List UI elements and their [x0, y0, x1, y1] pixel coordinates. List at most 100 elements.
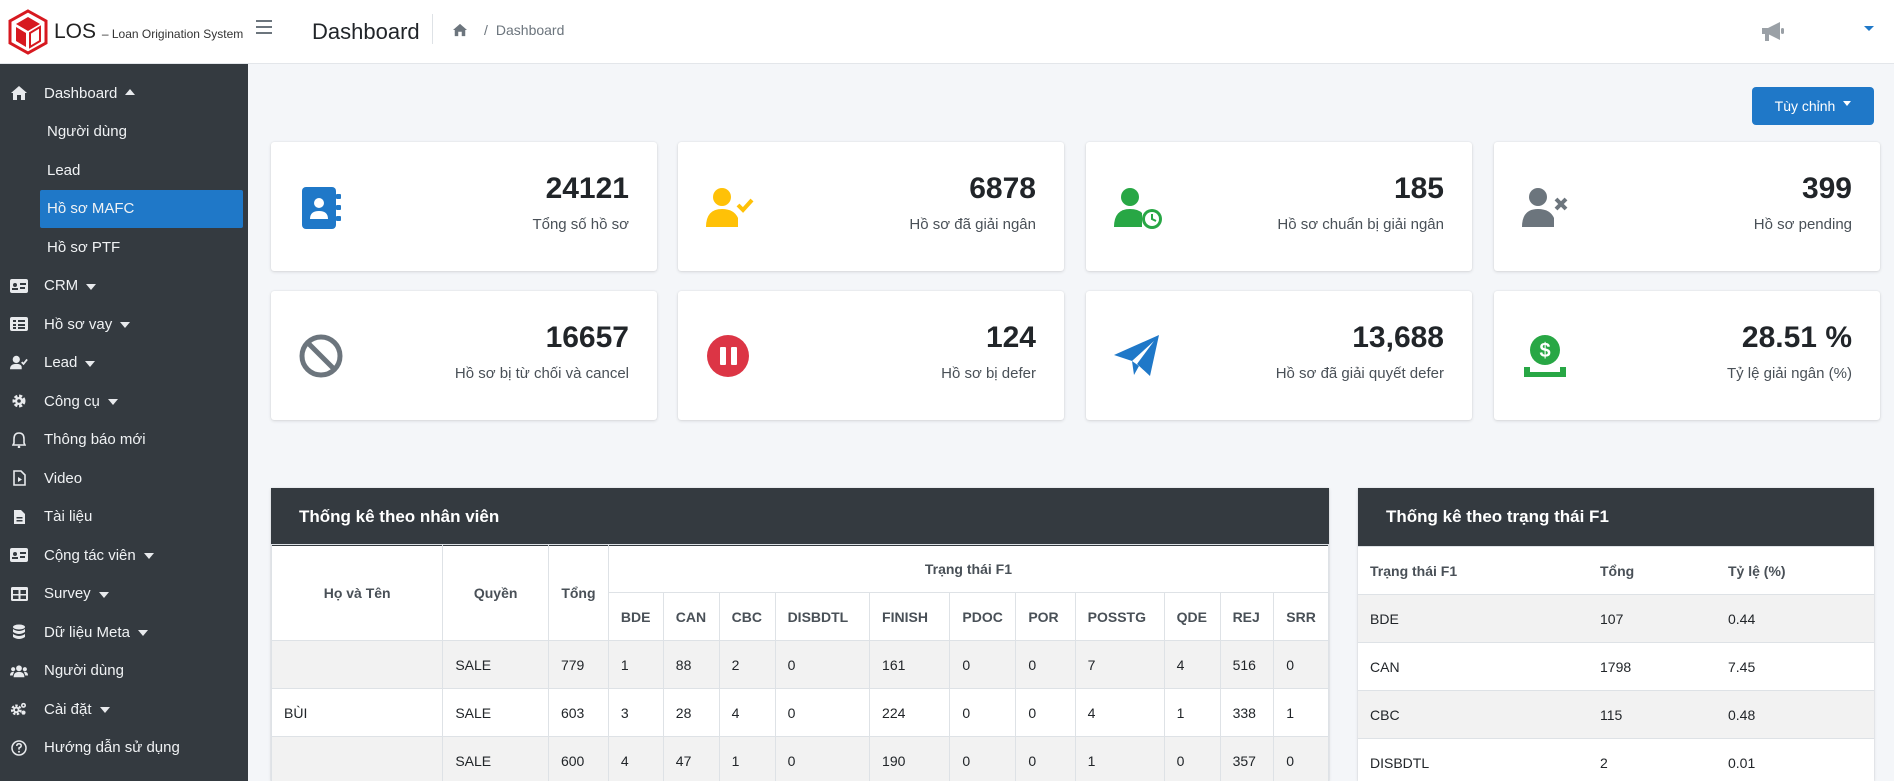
stat-value: 13,688: [1352, 321, 1444, 354]
chevron-down-icon: [1843, 100, 1852, 106]
user-check-icon: [10, 354, 28, 372]
col-header-qde[interactable]: QDE: [1163, 592, 1221, 641]
breadcrumb-current: Dashboard: [495, 22, 565, 38]
col-header-can[interactable]: CAN: [662, 592, 720, 641]
megaphone-icon[interactable]: [1760, 20, 1786, 42]
home-icon: [10, 84, 28, 102]
table-row: SALE 779 1 88 2 0 161 0 0 7 4 516 0: [271, 640, 1329, 689]
stat-value: 185: [1393, 172, 1444, 205]
col-header-total[interactable]: Tổng: [547, 544, 609, 641]
staff-stats-table: Họ và Tên Quyền Tổng Trạng thái F1 BDE C…: [271, 544, 1329, 781]
brand-title: LOS – Loan Origination System: [54, 19, 244, 43]
staff-stats-panel: Thống kê theo nhân viên Họ và Tên Quyền …: [271, 488, 1329, 781]
sidebar-item-dashboard[interactable]: Dashboard: [0, 74, 248, 113]
file-doc-icon: [10, 508, 28, 526]
brand[interactable]: LOS – Loan Origination System: [0, 0, 248, 64]
sidebar-item-crm[interactable]: CRM: [0, 267, 248, 306]
user-menu-caret-icon[interactable]: [1864, 26, 1874, 31]
col-header-srr[interactable]: SRR: [1273, 592, 1329, 641]
status-stats-panel: Thống kê theo trạng thái F1 Trạng thái F…: [1358, 488, 1874, 781]
chevron-down-icon: [98, 591, 109, 598]
page-title: Dashboard: [312, 19, 420, 44]
stat-value: 24121: [545, 172, 629, 205]
stat-card-defer-resolved: 13,688 Hồ sơ đã giải quyết defer: [1086, 291, 1472, 420]
panel-title: Thống kê theo trạng thái F1: [1358, 488, 1874, 546]
col-header-cbc[interactable]: CBC: [718, 592, 776, 641]
sidebar-sub-ho-so-mafc[interactable]: Hồ sơ MAFC: [40, 189, 243, 228]
sidebar-item-video[interactable]: Video: [0, 459, 248, 498]
panel-title: Thống kê theo nhân viên: [271, 488, 1329, 546]
col-header-bde[interactable]: BDE: [607, 592, 664, 641]
stat-label: Hồ sơ chuẩn bị giải ngân: [1277, 216, 1444, 233]
sidebar-item-nguoi-dung[interactable]: Người dùng: [0, 652, 248, 691]
sidebar-item-cai-dat[interactable]: Cài đặt: [0, 690, 248, 729]
chevron-down-icon: [120, 322, 131, 329]
id-card-icon: [10, 277, 28, 295]
stat-label: Hồ sơ pending: [1753, 216, 1852, 233]
col-header-ratio[interactable]: Tỷ lệ (%): [1716, 546, 1874, 595]
chevron-down-icon: [99, 707, 110, 714]
stat-value: 28.51 %: [1741, 321, 1852, 354]
chevron-down-icon: [86, 283, 97, 290]
sidebar-item-lead[interactable]: Lead: [0, 344, 248, 383]
list-card-icon: [10, 315, 28, 333]
id-card-icon: [10, 546, 28, 564]
col-header-disbdtl[interactable]: DISBDTL: [774, 592, 871, 641]
stat-label: Hồ sơ đã giải quyết defer: [1275, 365, 1444, 382]
breadcrumb-separator: /: [484, 22, 488, 38]
col-header-name[interactable]: Họ và Tên: [271, 544, 444, 641]
table-row: CBC 115 0.48: [1358, 690, 1874, 739]
money-hand-icon: $: [1524, 335, 1566, 377]
question-icon: [10, 739, 28, 757]
sidebar-sub-nguoi-dung[interactable]: Người dùng: [47, 123, 127, 141]
sidebar-item-huong-dan[interactable]: Hướng dẫn sử dụng: [0, 729, 248, 768]
stat-card-pending: 399 Hồ sơ pending: [1494, 142, 1880, 271]
sidebar-item-ho-so-vay[interactable]: Hồ sơ vay: [0, 305, 248, 344]
users-icon: [10, 662, 28, 680]
customize-button[interactable]: Tùy chỉnh: [1752, 87, 1874, 125]
database-icon: [10, 623, 28, 641]
file-video-icon: [10, 469, 28, 487]
stat-label: Hồ sơ đã giải ngân: [909, 216, 1036, 233]
pause-icon: [707, 335, 749, 377]
stat-card-disbursed: 6878 Hồ sơ đã giải ngân: [678, 142, 1064, 271]
sidebar-sub-ho-so-ptf[interactable]: Hồ sơ PTF: [47, 238, 121, 256]
chevron-down-icon: [107, 399, 118, 406]
user-times-icon: [1522, 188, 1568, 227]
col-header-role[interactable]: Quyền: [442, 544, 549, 641]
col-header-finish[interactable]: FINISH: [869, 592, 951, 641]
sidebar-nav: Dashboard Người dùng Lead Hồ sơ MAFC Hồ …: [0, 64, 248, 767]
ban-icon: [299, 334, 343, 378]
table-icon: [10, 585, 28, 603]
stat-label: Tổng số hồ sơ: [532, 216, 629, 233]
stat-value: 6878: [969, 172, 1036, 205]
topbar: Dashboard / Dashboard: [248, 0, 1894, 64]
home-icon[interactable]: [452, 23, 468, 37]
chevron-down-icon: [137, 630, 148, 637]
stat-card-preparing: 185 Hồ sơ chuẩn bị giải ngân: [1086, 142, 1472, 271]
col-header-total[interactable]: Tổng: [1588, 546, 1716, 595]
table-row: CAN 1798 7.45: [1358, 642, 1874, 691]
sidebar-item-thong-bao-moi[interactable]: Thông báo mới: [0, 421, 248, 460]
col-header-pdoc[interactable]: PDOC: [949, 592, 1017, 641]
col-header-rej[interactable]: REJ: [1219, 592, 1275, 641]
menu-toggle-icon[interactable]: [256, 20, 272, 38]
stat-card-rejected: 16657 Hồ sơ bị từ chối và cancel: [271, 291, 657, 420]
sidebar-item-du-lieu-meta[interactable]: Dữ liệu Meta: [0, 613, 248, 652]
gears-icon: [10, 700, 28, 718]
col-header-por[interactable]: POR: [1015, 592, 1076, 641]
bell-icon: [10, 431, 28, 449]
col-header-status[interactable]: Trạng thái F1: [1358, 546, 1588, 595]
col-header-posstg[interactable]: POSSTG: [1074, 592, 1165, 641]
sidebar-item-survey[interactable]: Survey: [0, 575, 248, 614]
sidebar-item-tai-lieu[interactable]: Tài liệu: [0, 498, 248, 537]
stat-label: Hồ sơ bị từ chối và cancel: [454, 365, 629, 382]
stat-value: 16657: [545, 321, 629, 354]
sidebar-sub-lead[interactable]: Lead: [47, 161, 81, 179]
sidebar-item-cong-tac-vien[interactable]: Cộng tác viên: [0, 536, 248, 575]
sidebar-item-cong-cu[interactable]: Công cụ: [0, 382, 248, 421]
contact-book-icon: [302, 187, 341, 229]
table-row: BÙI SALE 603 3 28 4 0 224 0 0 4 1 338 1: [271, 688, 1329, 737]
stat-value: 124: [985, 321, 1036, 354]
stat-value: 399: [1801, 172, 1852, 205]
